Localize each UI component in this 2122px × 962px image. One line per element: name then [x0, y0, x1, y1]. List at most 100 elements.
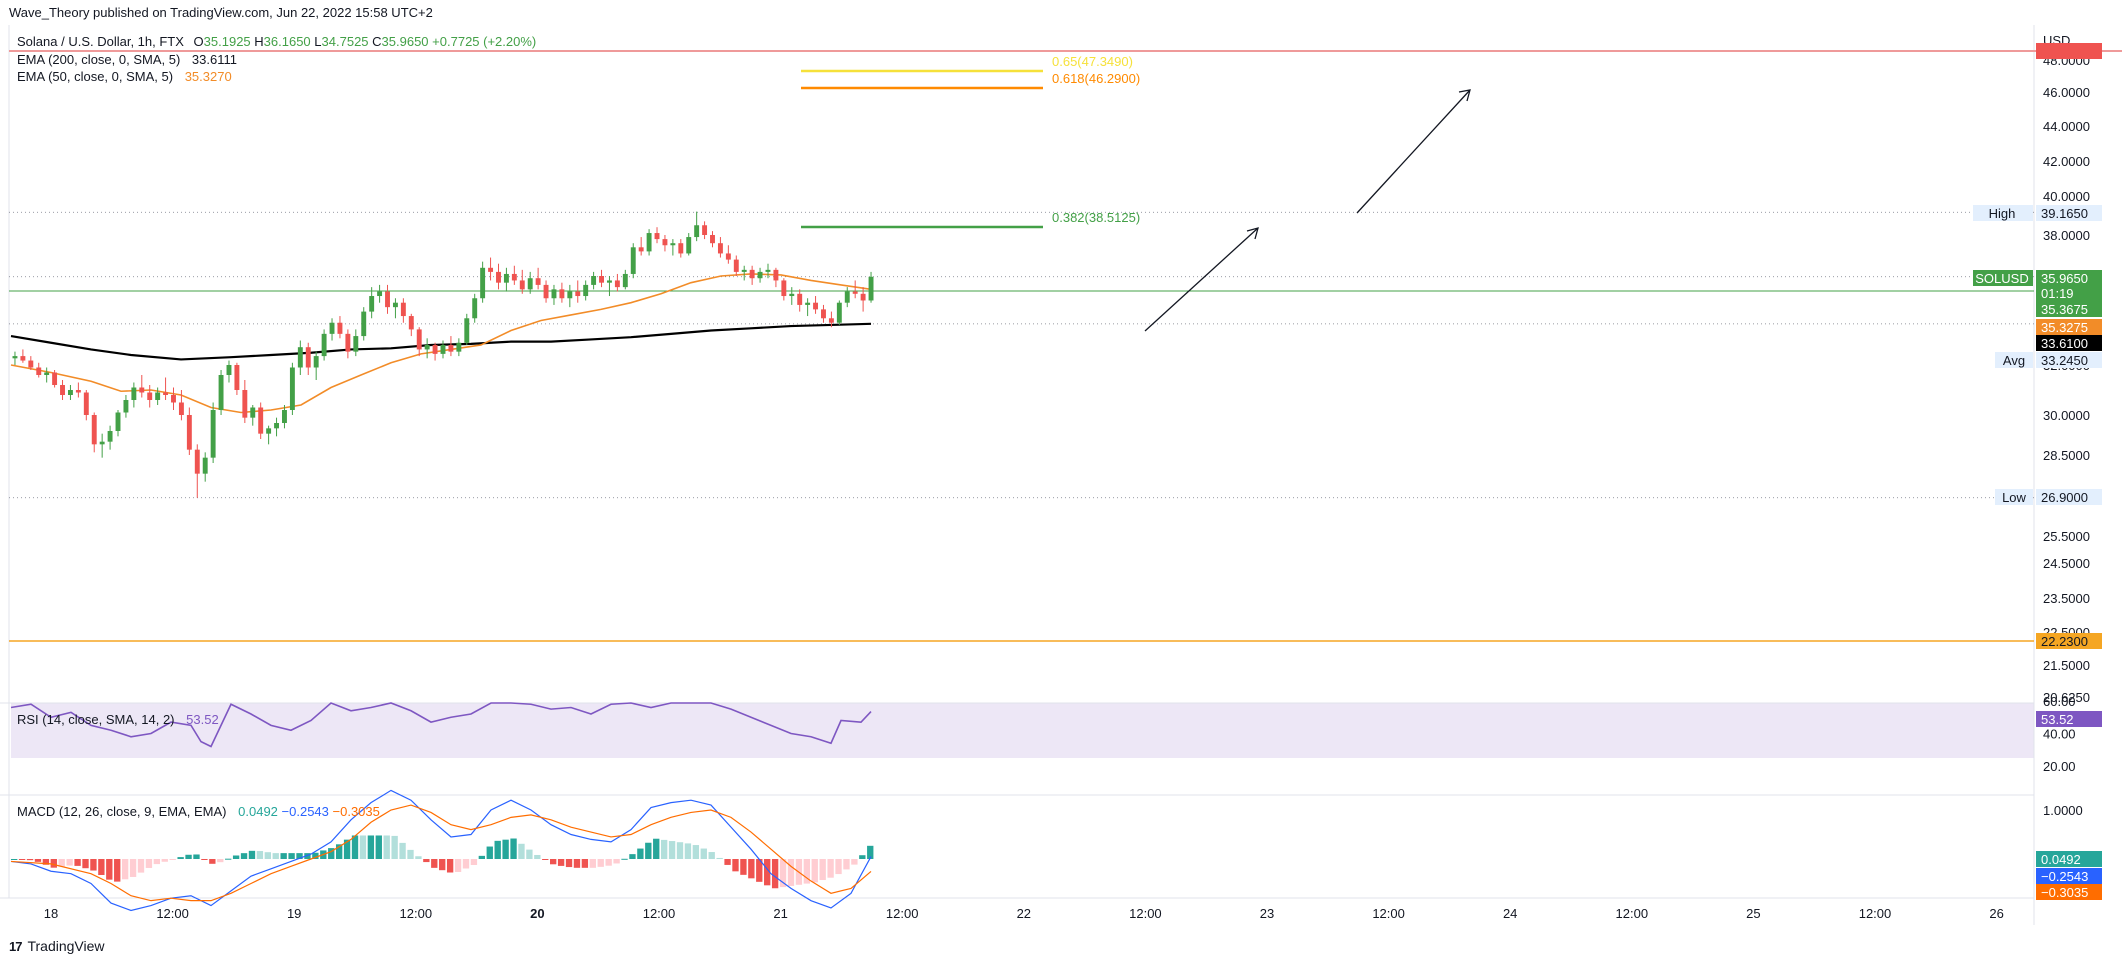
ema200-label: EMA (200, close, 0, SMA, 5) [17, 52, 181, 67]
macd-hist-bar [534, 854, 541, 859]
projection-arrow-upper[interactable] [1356, 89, 1471, 214]
macd-hist-bar [597, 859, 604, 867]
candle-body [75, 390, 81, 393]
macd-hist-bar [415, 856, 422, 859]
last-price-tag: 35.9650 [2041, 271, 2088, 286]
hist-value: −0.3035 [332, 804, 380, 819]
candle-body [218, 375, 224, 410]
avg-label-bg [1995, 352, 2033, 368]
candle-body [852, 291, 858, 294]
candle-body [519, 280, 525, 290]
solusd-label: SOLUSD [1975, 271, 2028, 286]
candle-body [242, 390, 248, 418]
candle-body [163, 392, 169, 395]
arrowhead-lower [1246, 227, 1259, 240]
candle-body [83, 392, 89, 415]
macd-layer [10, 789, 874, 912]
candle-body [424, 344, 430, 350]
candle-body [488, 267, 494, 272]
macd-label: MACD (12, 26, close, 9, EMA, EMA) [17, 804, 227, 819]
candle-body [654, 233, 660, 240]
resistance-tag-bg [2036, 43, 2102, 59]
ema200-legend[interactable]: EMA (200, close, 0, SMA, 5) 33.6111 [17, 51, 237, 69]
fib-label-065: 0.65(47.3490) [1052, 54, 1133, 69]
candle-body [773, 269, 779, 281]
candle-body [115, 412, 121, 431]
macd-hist-bar [605, 859, 612, 866]
symbol-label[interactable]: Solana / U.S. Dollar, 1h, FTX [17, 34, 184, 49]
price-tick-label: 30.0000 [2043, 408, 2090, 423]
macd-hist-bar [225, 858, 232, 860]
candle-body [337, 322, 343, 334]
macd-hist-bar [454, 859, 462, 872]
candle-body [345, 333, 351, 352]
macd-hist-bar [240, 853, 248, 859]
last-price-tag-bg [2036, 270, 2102, 286]
macd-hist-bar [700, 848, 707, 859]
ema50-legend[interactable]: EMA (50, close, 0, SMA, 5) 35.3270 [17, 68, 232, 86]
price-tick-label: 25.5000 [2043, 529, 2090, 544]
candle-body [797, 293, 803, 305]
macd-hist-bar [248, 850, 256, 859]
candle-body [844, 291, 850, 303]
candle-body [36, 367, 42, 375]
arrowhead-upper [1458, 89, 1471, 102]
rsi-tag-bg [2036, 711, 2102, 727]
candle-body [496, 271, 501, 283]
footer-brand[interactable]: 17 TradingView [9, 938, 105, 954]
macd-hist-bar [18, 859, 26, 860]
candle-body [599, 276, 604, 283]
price-tick-label: 28.5000 [2043, 448, 2090, 463]
price-tick-label: 46.0000 [2043, 85, 2090, 100]
signal-tag: −0.2543 [2041, 869, 2088, 884]
axis-layer: 48.000046.000044.000042.000040.000038.00… [44, 33, 2090, 921]
candle-body [511, 273, 517, 281]
candle-body [868, 276, 874, 301]
time-tick-label: 25 [1746, 906, 1760, 921]
rsi-legend[interactable]: RSI (14, close, SMA, 14, 2) 53.52 [17, 711, 219, 729]
time-tick-label: 12:00 [400, 906, 433, 921]
candle-body [638, 247, 644, 252]
macd-hist-bar [351, 835, 359, 859]
macd-hist-bar [280, 853, 287, 859]
candle-body [282, 410, 287, 423]
rsi-band [11, 703, 2034, 758]
candle-body [60, 385, 65, 395]
macd-hist-bar [771, 859, 779, 889]
macd-hist-bar [201, 859, 208, 860]
macd-hist-bar [629, 854, 636, 859]
macd-hist-bar [193, 854, 200, 859]
macd-legend[interactable]: MACD (12, 26, close, 9, EMA, EMA) 0.0492… [17, 803, 380, 821]
solusd-label-bg [1973, 270, 2033, 286]
candle-body [432, 344, 438, 354]
macd-hist-bar [827, 859, 834, 878]
hist-tag: −0.3035 [2041, 885, 2088, 900]
macd-hist-bar [58, 859, 65, 867]
high-value: 39.1650 [2041, 206, 2088, 221]
candle-body [535, 278, 541, 285]
candle-layer [12, 211, 874, 498]
hist-tag-bg [2036, 884, 2102, 900]
countdown-tag: 01:19 [2041, 286, 2074, 301]
rsi-layer [10, 702, 872, 748]
candle-body [99, 441, 105, 445]
drawings-layer[interactable] [1144, 89, 1471, 332]
candle-body [12, 356, 18, 359]
candle-body [702, 225, 708, 235]
candle-body [377, 291, 383, 297]
ema200-tag: 33.6100 [2041, 336, 2088, 351]
macd-hist-bar [439, 859, 446, 871]
signal-tag-bg [2036, 868, 2102, 884]
projection-arrow-lower[interactable] [1144, 227, 1259, 332]
macd-line [10, 789, 872, 912]
time-tick-label: 12:00 [1372, 906, 1405, 921]
ohlc-o-value: 35.1925 [203, 34, 251, 49]
high-value-bg [2036, 205, 2102, 221]
avg-value: 33.2450 [2041, 353, 2088, 368]
candle-body [321, 333, 327, 357]
macd-hist-bar [66, 859, 73, 866]
candle-body [20, 356, 26, 361]
candle-body [678, 243, 684, 254]
